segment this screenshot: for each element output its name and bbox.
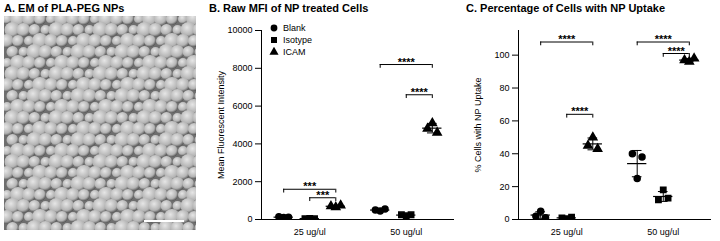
svg-text:4000: 4000 xyxy=(232,139,252,149)
svg-text:Mean Fluorescent Intensity: Mean Fluorescent Intensity xyxy=(216,70,226,179)
html-text:A. EM of PLA-PEG NPs: A. EM of PLA-PEG NPs xyxy=(4,2,125,14)
svg-text:25 ug/ul: 25 ug/ul xyxy=(294,227,326,237)
svg-text:6000: 6000 xyxy=(232,101,252,111)
html-text:C. Percentage of Cells with NP: C. Percentage of Cells with NP Uptake xyxy=(466,2,666,14)
svg-text:50 ug/ul: 50 ug/ul xyxy=(647,227,679,237)
svg-text:***: *** xyxy=(316,189,330,201)
svg-text:****: **** xyxy=(571,105,589,117)
svg-text:% Cells with NP Uptake: % Cells with NP Uptake xyxy=(473,78,483,173)
html-text:ICAM: ICAM xyxy=(283,47,306,57)
svg-text:20: 20 xyxy=(499,182,509,192)
svg-text:****: **** xyxy=(558,33,576,45)
svg-text:10000: 10000 xyxy=(227,25,252,35)
svg-text:8000: 8000 xyxy=(232,63,252,73)
svg-text:40: 40 xyxy=(499,149,509,159)
svg-text:50 ug/ul: 50 ug/ul xyxy=(390,227,422,237)
svg-text:****: **** xyxy=(411,86,429,98)
svg-text:0: 0 xyxy=(247,214,252,224)
svg-text:****: **** xyxy=(668,45,686,57)
svg-text:****: **** xyxy=(398,56,416,68)
svg-text:0: 0 xyxy=(504,214,509,224)
svg-text:60: 60 xyxy=(499,116,509,126)
svg-text:80: 80 xyxy=(499,83,509,93)
svg-text:100: 100 xyxy=(494,50,509,60)
svg-text:****: **** xyxy=(655,33,673,45)
svg-text:25 ug/ul: 25 ug/ul xyxy=(551,227,583,237)
svg-text:2000: 2000 xyxy=(232,177,252,187)
html-text:Isotype: Isotype xyxy=(283,35,312,45)
html-text:B. Raw MFI of NP treated Cells: B. Raw MFI of NP treated Cells xyxy=(209,2,369,14)
svg-text:***: *** xyxy=(303,180,317,192)
html-text:Blank: Blank xyxy=(283,23,306,33)
